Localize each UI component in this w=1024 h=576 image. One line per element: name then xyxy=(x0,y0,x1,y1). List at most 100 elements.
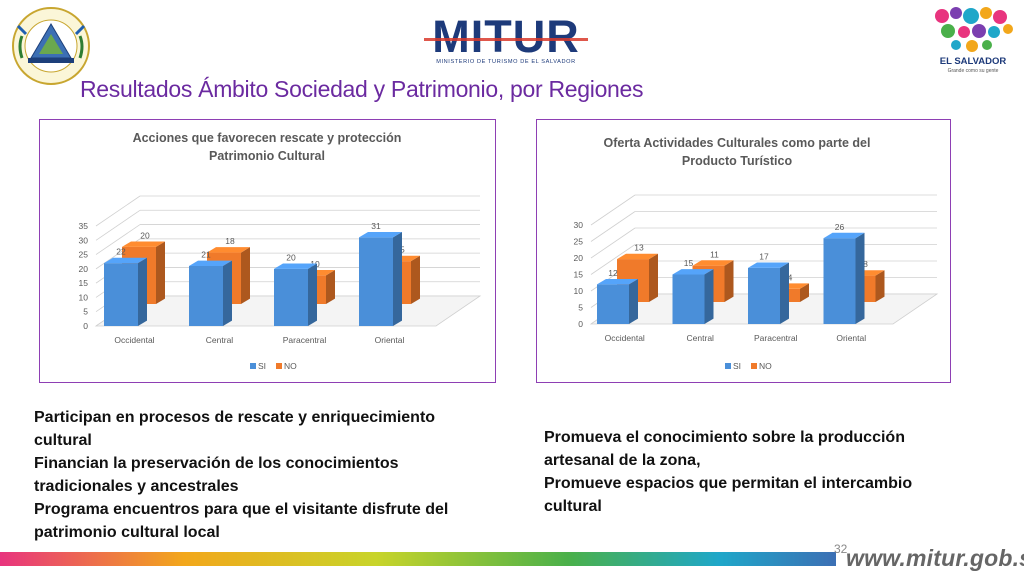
bar-side-si xyxy=(855,232,865,324)
data-label: 12 xyxy=(608,268,618,278)
bar-side-no xyxy=(241,247,250,304)
bar-si xyxy=(823,238,856,324)
text-line: Promueve espacios que permitan el interc… xyxy=(544,475,913,515)
bar-top-si xyxy=(672,269,714,275)
bar-si xyxy=(597,284,629,324)
mitur-logo: MITUR MINISTERIO DE TURISMO DE EL SALVAD… xyxy=(418,11,594,66)
gridline-depth xyxy=(95,195,141,227)
chart-patrimonio-cultural-svg: Acciones que favorecen rescate y protecc… xyxy=(79,131,482,371)
chart-title: Oferta Actividades Culturales como parte… xyxy=(604,136,871,150)
bar-top-si xyxy=(823,232,865,239)
chart-actividades-culturales-svg: Oferta Actividades Culturales como parte… xyxy=(574,136,939,371)
footer-color-bar xyxy=(0,552,836,566)
bar-side-si xyxy=(704,269,714,324)
mitur-logo-subtitle: MINISTERIO DE TURISMO DE EL SALVADOR xyxy=(436,59,576,65)
bar-side-si xyxy=(223,260,232,326)
y-tick-label: 10 xyxy=(79,292,89,302)
y-tick-label: 0 xyxy=(578,319,583,329)
text-block-right: Promueva el conocimiento sobre la produc… xyxy=(544,426,964,518)
x-tick-label: Oriental xyxy=(375,335,405,345)
gridline-depth xyxy=(95,224,141,255)
brand-name: EL SALVADOR xyxy=(940,56,1007,67)
bar-top-si xyxy=(359,232,402,238)
bar-top-si xyxy=(748,262,789,268)
x-tick-label: Paracentral xyxy=(283,335,327,345)
data-label: 26 xyxy=(835,222,845,232)
bar-si xyxy=(104,263,138,326)
y-tick-label: 10 xyxy=(574,286,584,296)
y-tick-label: 25 xyxy=(79,250,89,260)
bar-side-no xyxy=(649,253,658,302)
bar-top-si xyxy=(597,279,638,285)
y-tick-label: 30 xyxy=(574,220,584,230)
data-label: 8 xyxy=(863,259,868,269)
bar-side-si xyxy=(629,279,638,324)
el-salvador-brand-logo: EL SALVADOR Grande como su gente xyxy=(926,4,1020,74)
legend-label: NO xyxy=(759,361,772,371)
text-line: Promueva el conocimiento sobre la produc… xyxy=(544,429,905,469)
legend-label: SI xyxy=(733,361,741,371)
data-label: 21 xyxy=(201,250,211,260)
bar-side-si xyxy=(138,257,147,326)
bar-top-no xyxy=(617,253,658,260)
bar-side-si xyxy=(780,262,789,324)
x-tick-label: Oriental xyxy=(836,333,866,343)
gridline-depth xyxy=(590,211,636,242)
data-label: 18 xyxy=(225,236,235,246)
y-tick-label: 30 xyxy=(79,235,89,245)
gridline-depth xyxy=(590,227,636,259)
gridline-depth xyxy=(95,209,141,241)
y-tick-label: 15 xyxy=(79,278,89,288)
legend-swatch-no xyxy=(751,363,757,369)
mitur-logo-text: MITUR xyxy=(432,14,579,62)
text-line: Participan en procesos de rescate y enri… xyxy=(34,409,436,449)
legend-swatch-si xyxy=(725,363,731,369)
x-tick-label: Central xyxy=(206,335,234,345)
republic-seal-logo xyxy=(12,7,90,85)
data-label: 11 xyxy=(710,249,719,259)
legend-label: NO xyxy=(284,361,297,371)
brand-tagline: Grande como su gente xyxy=(948,68,999,74)
data-label: 4 xyxy=(788,272,793,282)
data-label: 13 xyxy=(634,243,644,253)
bar-si xyxy=(189,266,223,326)
bar-side-si xyxy=(308,263,317,326)
bar-top-si xyxy=(274,263,317,269)
legend-label: SI xyxy=(258,361,266,371)
text-line: Financian la preservación de los conocim… xyxy=(34,455,399,495)
bar-top-no xyxy=(692,260,734,266)
data-label: 31 xyxy=(371,221,381,231)
y-tick-label: 20 xyxy=(79,264,89,274)
x-tick-label: Occidental xyxy=(114,335,154,345)
bar-side-no xyxy=(724,260,734,302)
x-tick-label: Central xyxy=(687,333,715,343)
y-tick-label: 15 xyxy=(574,270,584,280)
bar-side-si xyxy=(393,232,402,326)
slide-title: Resultados Ámbito Sociedad y Patrimonio,… xyxy=(80,76,644,102)
data-label: 20 xyxy=(140,230,150,240)
data-label: 22 xyxy=(116,247,126,257)
data-label: 17 xyxy=(759,252,769,262)
bar-si xyxy=(748,267,780,324)
bar-side-no xyxy=(326,270,335,304)
bar-si xyxy=(274,268,308,326)
gridline-depth xyxy=(590,244,636,275)
bar-side-no xyxy=(875,270,885,302)
legend-swatch-no xyxy=(276,363,282,369)
bar-side-no xyxy=(156,241,165,304)
x-tick-label: Paracentral xyxy=(754,333,798,343)
footer-url[interactable]: www.mitur.gob.sv xyxy=(846,545,1024,571)
bar-top-no xyxy=(122,241,165,247)
bar-si xyxy=(672,274,705,324)
chart-actividades-culturales: Oferta Actividades Culturales como parte… xyxy=(536,119,951,383)
chart-patrimonio-cultural: Acciones que favorecen rescate y protecc… xyxy=(39,119,496,383)
text-block-left: Participan en procesos de rescate y enri… xyxy=(34,406,484,544)
x-tick-label: Occidental xyxy=(605,333,645,343)
y-tick-label: 20 xyxy=(574,253,584,263)
y-tick-label: 5 xyxy=(578,303,583,313)
data-label: 15 xyxy=(684,258,694,268)
bar-top-si xyxy=(104,257,147,264)
chart-title: Patrimonio Cultural xyxy=(209,149,325,163)
y-tick-label: 0 xyxy=(83,321,88,331)
y-tick-label: 25 xyxy=(574,237,584,247)
